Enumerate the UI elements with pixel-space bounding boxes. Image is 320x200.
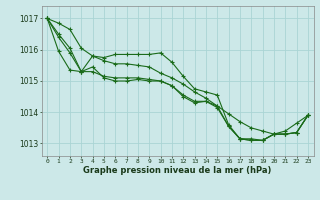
- X-axis label: Graphe pression niveau de la mer (hPa): Graphe pression niveau de la mer (hPa): [84, 166, 272, 175]
